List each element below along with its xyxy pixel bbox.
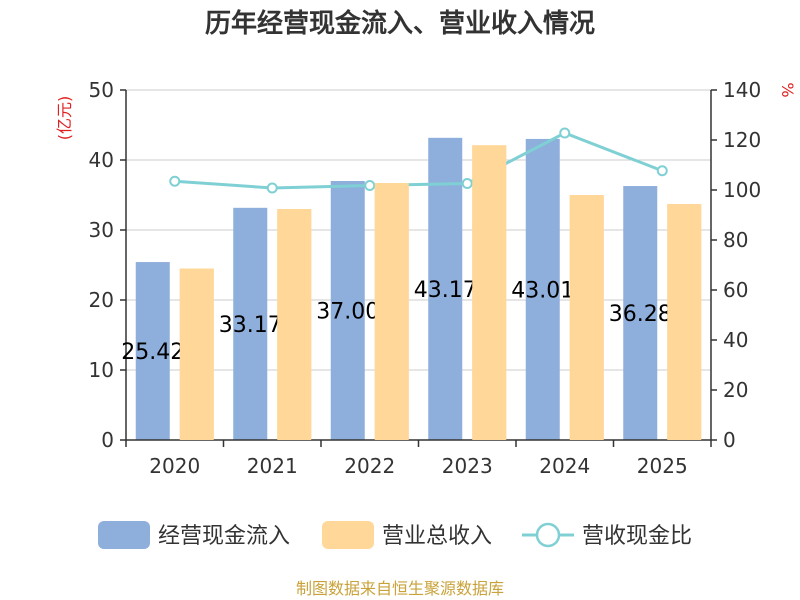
x-tick-label: 2025 [637,454,688,478]
data-label: 33.17 [219,313,282,338]
ratio-point [461,178,473,189]
x-tick-label: 2023 [442,454,493,478]
left-tick-label: 20 [89,288,114,312]
bar-cash-inflow [623,186,658,440]
right-tick-label: 40 [723,328,748,352]
ratio-line [169,127,668,194]
bar-revenue-overlay [179,268,214,440]
ratio-point [266,182,278,194]
x-tick-label: 2021 [247,454,298,478]
bar-cash-inflow [330,181,365,440]
legend-label: 营收现金比 [582,524,692,549]
x-tick-label: 2022 [344,454,395,478]
x-tick-label: 2020 [149,454,200,478]
data-label: 37.00 [316,300,379,325]
ratio-point [364,180,376,191]
ratio-point [169,175,181,187]
legend-swatch [98,521,150,549]
grid-lines [126,89,711,371]
bar-cash-inflow [525,138,560,440]
right-tick-label: 140 [723,78,761,102]
bar-cash-inflow [135,262,170,440]
left-tick-label: 50 [89,78,114,102]
ratio-line-path [174,131,663,190]
legend-label: 经营现金流入 [158,524,290,549]
bar-cash-inflow [428,137,463,440]
right-tick-label: 100 [723,178,761,202]
left-tick-label: 40 [89,148,114,172]
bar-revenue-overlay [569,195,604,440]
right-axis-unit: % [778,82,797,97]
bar-revenue-overlay [374,183,409,440]
ratio-point [656,165,668,177]
x-tick-label: 2024 [539,454,590,478]
axes: 0 10 20 30 40 50 0 20 40 60 80 100 120 140 2020 2021 202… [89,78,762,478]
data-label: 25.42 [121,340,184,365]
left-tick-label: 30 [89,218,114,242]
data-labels: 25.42 33.17 37.00 43.17 43.01 36.28 [121,145,702,441]
legend: 经营现金流入 营业总收入 营收现金比 [98,521,692,549]
bar-revenue-overlay [277,209,312,440]
ratio-point [559,127,571,139]
bar-cash-inflow [233,207,268,440]
data-label: 43.17 [414,278,477,303]
legend-label: 营业总收入 [382,524,492,549]
bar-revenue-overlay [472,145,507,441]
legend-swatch [322,521,374,549]
chart-title: 历年经营现金流入、营业收入情况 [205,8,595,39]
data-source-note: 制图数据来自恒生聚源数据库 [296,579,504,598]
left-axis-unit: (亿元) [55,96,74,141]
right-tick-label: 120 [723,128,761,152]
legend-marker [535,522,561,548]
data-label: 36.28 [609,302,672,327]
left-tick-label: 0 [101,428,114,452]
bar-revenue-overlay [667,204,702,440]
data-label: 43.01 [511,278,574,303]
right-tick-label: 20 [723,378,748,402]
right-tick-label: 80 [723,228,748,252]
left-tick-label: 10 [89,358,114,382]
right-tick-label: 60 [723,278,748,302]
right-tick-label: 0 [723,428,736,452]
